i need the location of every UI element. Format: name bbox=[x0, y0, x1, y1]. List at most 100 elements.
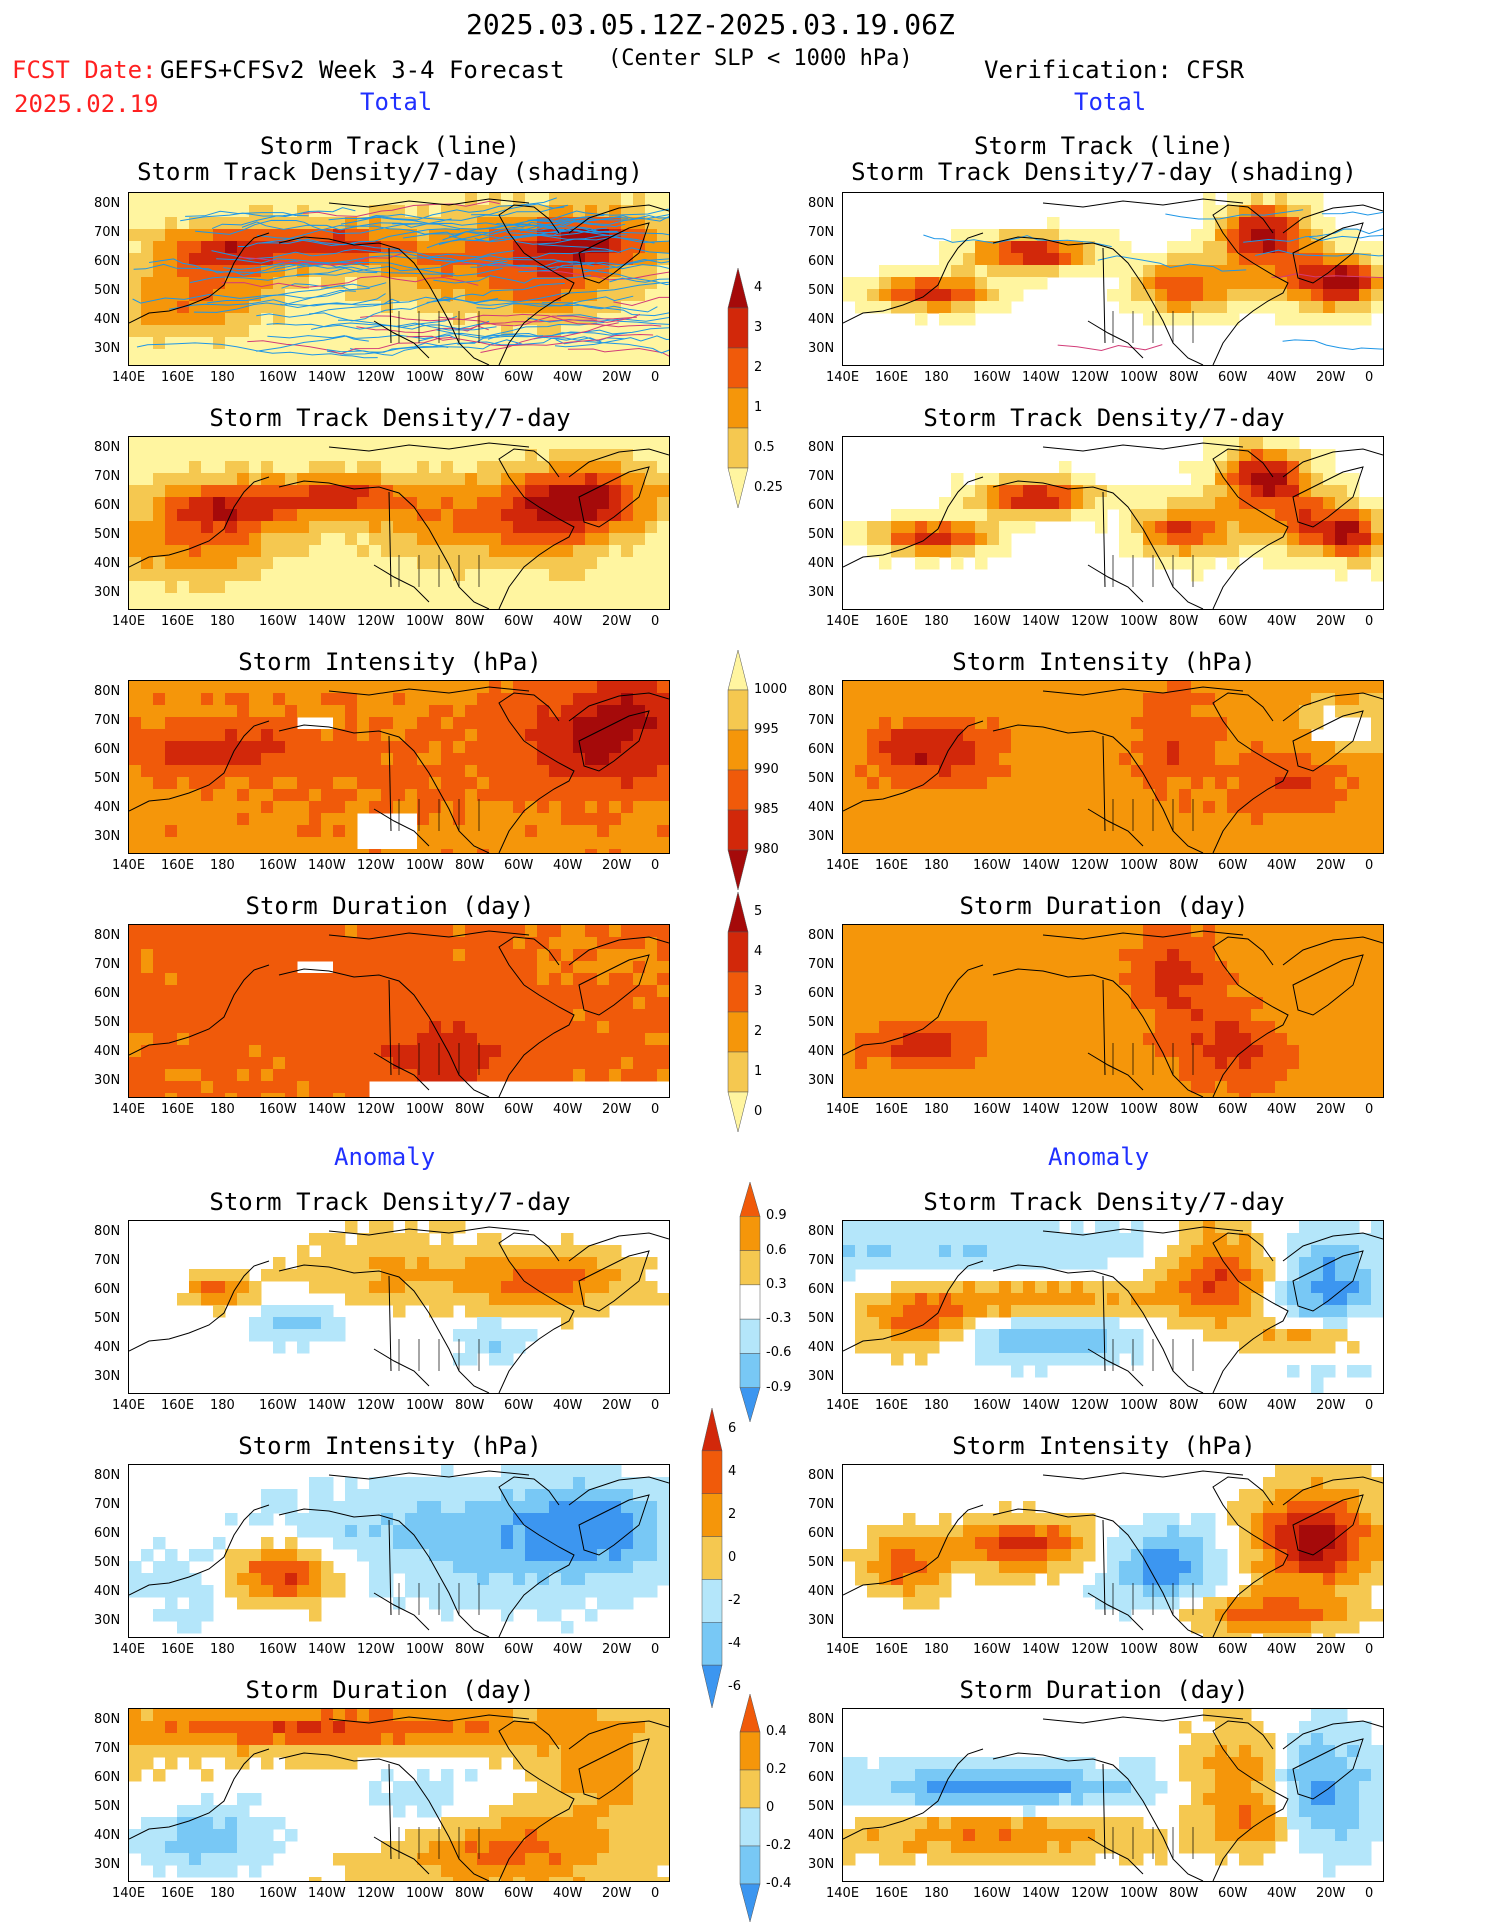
lat-tick-label: 40N bbox=[94, 1044, 121, 1059]
title-density-anom-right: Storm Track Density/7-day bbox=[923, 1188, 1285, 1216]
lat-tick-label: 80N bbox=[94, 1224, 121, 1239]
lon-tick-label: 140E bbox=[826, 614, 860, 629]
lon-tick-label: 20W bbox=[602, 614, 632, 629]
lat-tick-label: 30N bbox=[94, 1073, 121, 1088]
lon-tick-label: 140W bbox=[308, 1102, 346, 1117]
coastlines bbox=[129, 1470, 669, 1637]
map-panel-track-density-line-cfsr bbox=[842, 192, 1384, 366]
shading-cells bbox=[843, 193, 1383, 326]
lon-tick-label: 0 bbox=[1365, 1398, 1374, 1413]
colorbar-tick-label: 6 bbox=[728, 1421, 737, 1437]
lon-tick-label: 40W bbox=[553, 858, 583, 873]
coastlines bbox=[843, 442, 1383, 609]
lat-tick-label: 50N bbox=[808, 1311, 835, 1326]
lon-tick-label: 140E bbox=[826, 858, 860, 873]
lon-tick-label: 20W bbox=[602, 1642, 632, 1657]
lon-tick-label: 140W bbox=[1022, 1642, 1060, 1657]
lat-tick-label: 60N bbox=[808, 1282, 835, 1297]
lat-tick-label: 60N bbox=[94, 1282, 121, 1297]
lat-tick-label: 40N bbox=[94, 312, 121, 327]
lat-tick-label: 70N bbox=[808, 1497, 835, 1512]
lon-tick-label: 40W bbox=[553, 614, 583, 629]
lat-tick-label: 60N bbox=[808, 254, 835, 269]
shading-cells bbox=[843, 437, 1383, 582]
lon-tick-label: 100W bbox=[1120, 858, 1158, 873]
lon-tick-label: 80W bbox=[455, 858, 485, 873]
colorbar-tick-label: 1 bbox=[754, 400, 763, 415]
lon-tick-label: 100W bbox=[1120, 1642, 1158, 1657]
shading-cells bbox=[129, 193, 669, 365]
lon-tick-label: 0 bbox=[651, 858, 660, 873]
lon-tick-label: 100W bbox=[1120, 1886, 1158, 1901]
lon-tick-label: 20W bbox=[1316, 1398, 1346, 1413]
colorbar-tick-label: 980 bbox=[754, 842, 779, 857]
colorbar-tick-label: -6 bbox=[728, 1678, 741, 1694]
lat-tick-label: 40N bbox=[808, 556, 835, 571]
colorbar-tick-label: 4 bbox=[754, 944, 763, 959]
lon-tick-label: 100W bbox=[406, 370, 444, 385]
lat-tick-label: 60N bbox=[94, 498, 121, 513]
lon-tick-label: 20W bbox=[602, 858, 632, 873]
lat-tick-label: 80N bbox=[808, 1468, 835, 1483]
title-density-total-left: Storm Track Density/7-day bbox=[209, 404, 571, 432]
title-intensity-total-left: Storm Intensity (hPa) bbox=[238, 648, 542, 676]
lon-tick-label: 40W bbox=[553, 370, 583, 385]
lon-tick-label: 160E bbox=[875, 1398, 909, 1413]
colorbar-tick-label: -0.4 bbox=[766, 1876, 792, 1891]
title-duration-total-left: Storm Duration (day) bbox=[245, 892, 535, 920]
lon-tick-label: 160E bbox=[161, 1398, 195, 1413]
lon-tick-label: 20W bbox=[602, 1102, 632, 1117]
section-anomaly-left: Anomaly bbox=[334, 1143, 436, 1171]
shading-cells bbox=[129, 437, 669, 609]
colorbar-tick-label: -0.2 bbox=[766, 1838, 792, 1853]
storm-tracks bbox=[923, 209, 1383, 352]
lon-tick-label: 140W bbox=[308, 370, 346, 385]
colorbar-tick-label: 0.9 bbox=[766, 1208, 787, 1224]
lon-tick-label: 60W bbox=[504, 370, 534, 385]
lon-tick-label: 80W bbox=[455, 1102, 485, 1117]
lon-tick-label: 180 bbox=[210, 370, 235, 385]
lat-tick-label: 70N bbox=[94, 1741, 121, 1756]
colorbar-tick-label: -2 bbox=[728, 1592, 741, 1608]
colorbar-tick-label: -0.3 bbox=[766, 1311, 792, 1327]
lat-tick-label: 50N bbox=[808, 1015, 835, 1030]
map-panel-duration-anom-fcst bbox=[128, 1708, 670, 1882]
lat-tick-label: 60N bbox=[94, 742, 121, 757]
lon-tick-label: 80W bbox=[1169, 858, 1199, 873]
colorbar-tick-label: -4 bbox=[728, 1635, 741, 1651]
lon-tick-label: 160W bbox=[973, 370, 1011, 385]
lat-tick-label: 30N bbox=[808, 341, 835, 356]
lat-tick-label: 80N bbox=[94, 196, 121, 211]
colorbar-tick-label: 4 bbox=[728, 1464, 737, 1480]
lat-tick-label: 50N bbox=[94, 1015, 121, 1030]
lon-tick-label: 100W bbox=[1120, 1102, 1158, 1117]
map-panel-density-anom-fcst bbox=[128, 1220, 670, 1394]
title-track-density-shading-right: Storm Track Density/7-day (shading) bbox=[851, 158, 1357, 186]
coastlines bbox=[129, 686, 669, 853]
lon-tick-label: 120W bbox=[1071, 1102, 1109, 1117]
lat-tick-label: 80N bbox=[808, 196, 835, 211]
colorbar-tick-label: 1 bbox=[754, 1064, 763, 1079]
lon-tick-label: 140E bbox=[826, 1886, 860, 1901]
lon-tick-label: 180 bbox=[924, 614, 949, 629]
lon-tick-label: 160E bbox=[875, 370, 909, 385]
lon-tick-label: 120W bbox=[357, 1398, 395, 1413]
map-panel-track-density-fcst bbox=[128, 436, 670, 610]
lon-tick-label: 140E bbox=[826, 1102, 860, 1117]
lat-tick-label: 50N bbox=[94, 1799, 121, 1814]
lat-tick-label: 50N bbox=[94, 1311, 121, 1326]
coastlines bbox=[129, 198, 669, 365]
lon-tick-label: 160W bbox=[973, 1102, 1011, 1117]
lat-tick-label: 70N bbox=[808, 957, 835, 972]
shading-cells bbox=[843, 1221, 1383, 1393]
title-track-line-left: Storm Track (line) bbox=[259, 132, 521, 160]
lat-tick-label: 30N bbox=[94, 1857, 121, 1872]
lon-tick-label: 80W bbox=[1169, 614, 1199, 629]
colorbar-tick-label: 2 bbox=[754, 1024, 763, 1039]
lat-tick-label: 80N bbox=[808, 928, 835, 943]
lon-tick-label: 60W bbox=[504, 614, 534, 629]
title-intensity-anom-left: Storm Intensity (hPa) bbox=[238, 1432, 542, 1460]
lon-tick-label: 40W bbox=[1267, 858, 1297, 873]
lat-tick-label: 50N bbox=[808, 283, 835, 298]
lon-tick-label: 140W bbox=[1022, 858, 1060, 873]
